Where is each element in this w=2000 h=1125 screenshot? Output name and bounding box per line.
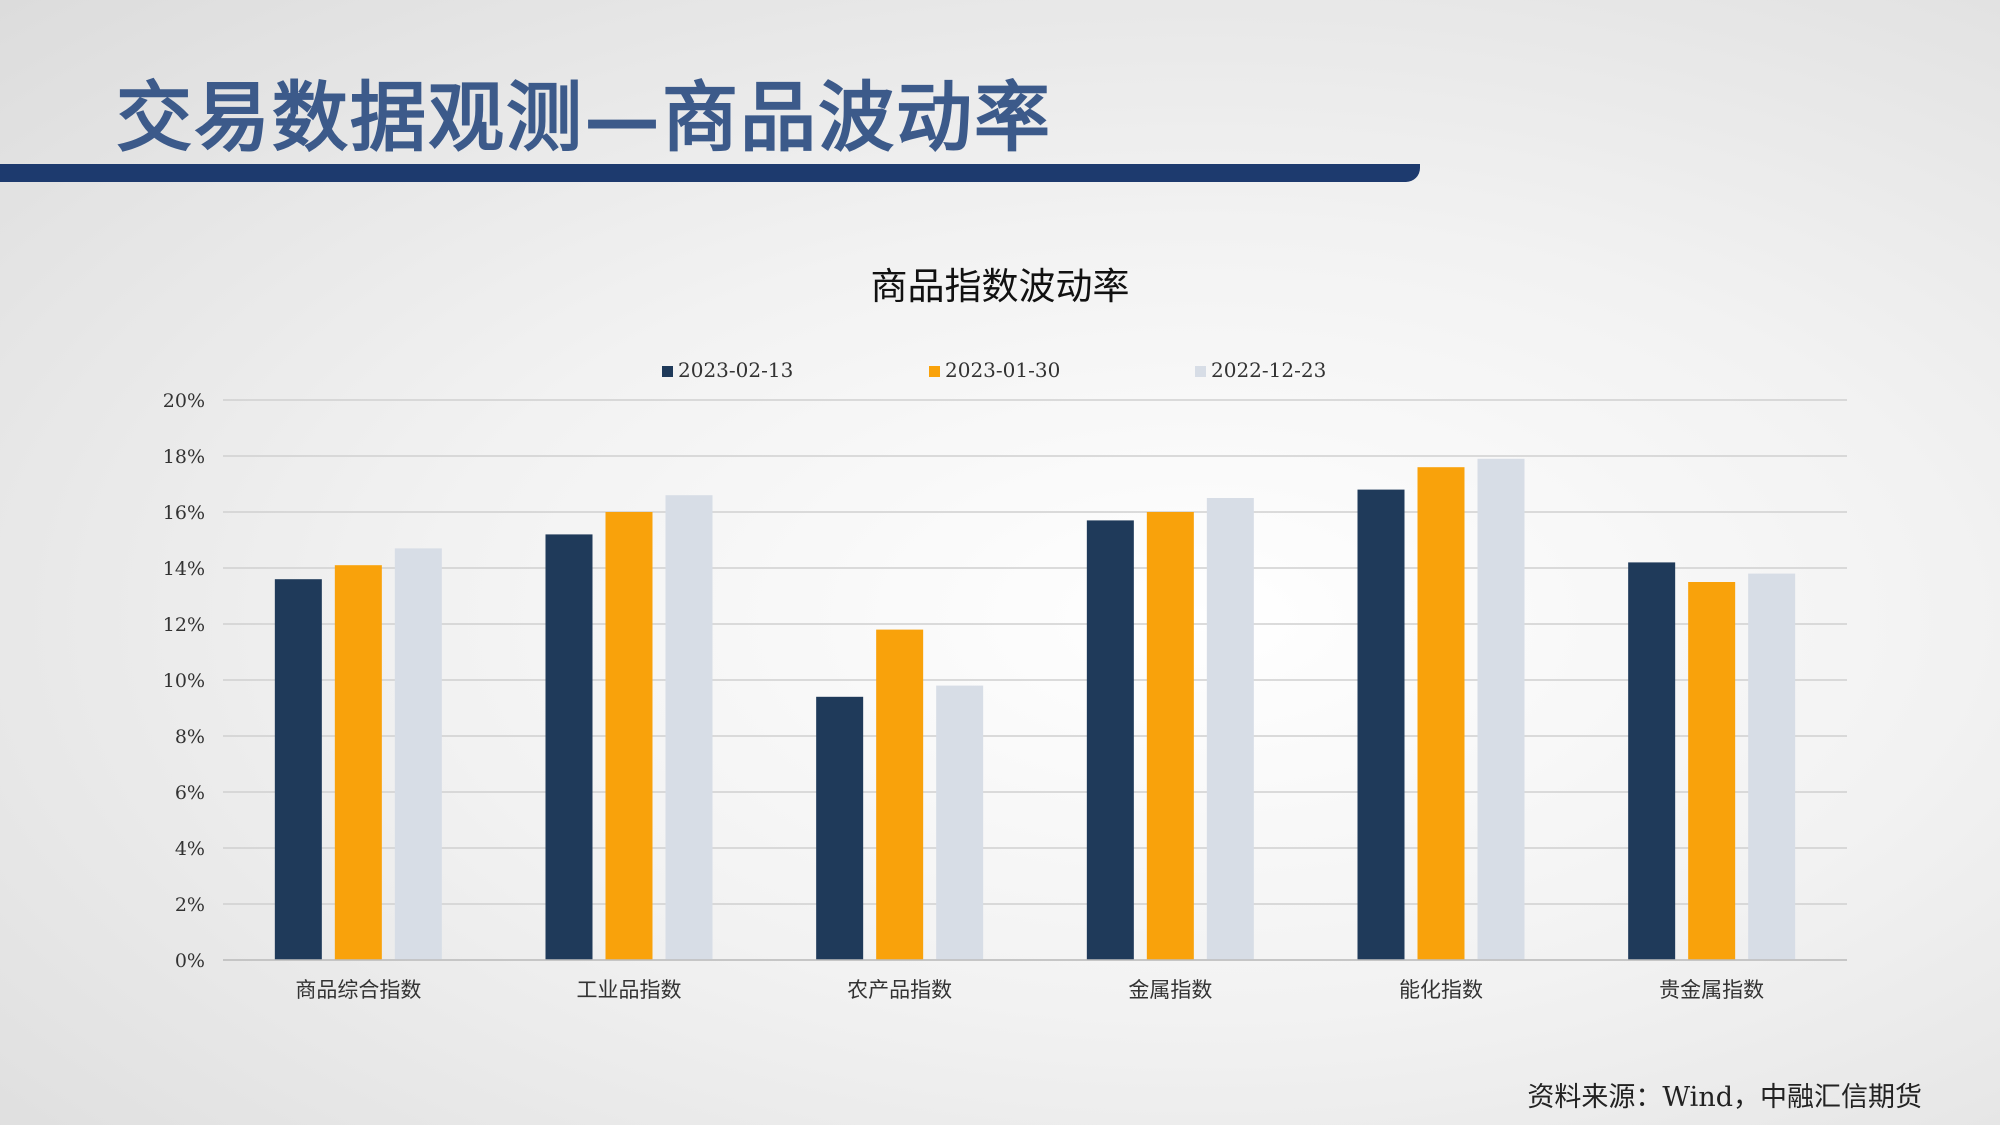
bar — [334, 565, 382, 960]
bar — [1357, 489, 1405, 960]
y-tick-label: 0% — [175, 950, 205, 972]
bar — [1748, 573, 1796, 960]
x-tick-label: 工业品指数 — [577, 978, 682, 1002]
y-tick-label: 18% — [163, 446, 205, 468]
bar — [1206, 498, 1254, 960]
bar — [816, 696, 864, 960]
bar — [876, 629, 924, 960]
x-tick-label: 农产品指数 — [847, 978, 952, 1002]
legend-item-2023-01-30: 2023-01-30 — [929, 358, 1060, 382]
bar — [394, 548, 442, 960]
bar — [274, 579, 322, 960]
bar — [1628, 562, 1676, 960]
bar — [665, 495, 713, 960]
bar — [1688, 582, 1736, 960]
legend-swatch — [1195, 366, 1206, 377]
legend-label: 2023-01-30 — [945, 358, 1061, 382]
legend-item-2023-02-13: 2023-02-13 — [662, 358, 793, 382]
y-tick-label: 2% — [175, 894, 205, 916]
y-tick-label: 10% — [163, 670, 205, 692]
x-tick-label: 贵金属指数 — [1659, 978, 1764, 1002]
chart-legend: 2023-02-13 2023-01-30 2022-12-23 — [0, 358, 2000, 388]
bar — [1146, 512, 1194, 960]
bar — [1086, 520, 1134, 960]
legend-swatch — [929, 366, 940, 377]
legend-label: 2022-12-23 — [1211, 358, 1327, 382]
title-underline-bar — [0, 164, 1420, 182]
chart-title: 商品指数波动率 — [870, 265, 1130, 308]
bar — [1477, 458, 1525, 960]
x-tick-label: 金属指数 — [1128, 978, 1212, 1002]
y-tick-label: 6% — [175, 782, 205, 804]
x-tick-label: 能化指数 — [1399, 978, 1483, 1002]
bar — [605, 512, 653, 960]
x-tick-label: 商品综合指数 — [295, 978, 421, 1002]
bar — [545, 534, 593, 960]
legend-item-2022-12-23: 2022-12-23 — [1195, 358, 1326, 382]
legend-label: 2023-02-13 — [678, 358, 794, 382]
y-tick-label: 16% — [163, 502, 205, 524]
source-note: 资料来源：Wind，中融汇信期货 — [1527, 1082, 1922, 1113]
y-tick-label: 4% — [175, 838, 205, 860]
legend-swatch — [662, 366, 673, 377]
y-tick-label: 20% — [163, 390, 205, 412]
y-tick-label: 8% — [175, 726, 205, 748]
y-tick-label: 12% — [163, 614, 205, 636]
slide-title: 交易数据观测—商品波动率 — [116, 73, 1052, 162]
y-tick-label: 14% — [163, 558, 205, 580]
bar — [936, 685, 984, 960]
bar — [1417, 467, 1465, 960]
